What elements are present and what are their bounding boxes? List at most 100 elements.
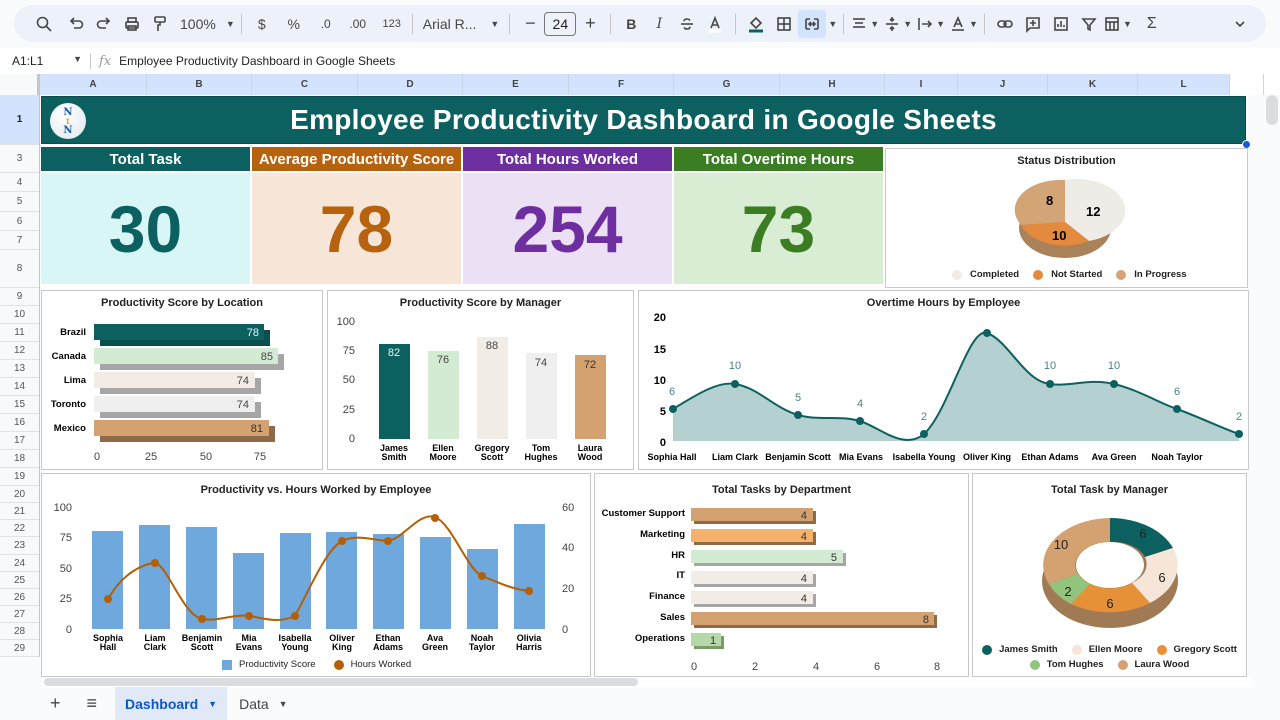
row-header[interactable]: 14 <box>0 378 39 396</box>
column-header[interactable]: I <box>885 74 958 95</box>
row-header[interactable]: 12 <box>0 342 39 360</box>
text-rotation-button[interactable]: ▼ <box>949 10 978 38</box>
zoom-select[interactable]: 100% ▼ <box>180 10 235 38</box>
chart-status-distribution[interactable]: Status Distribution 8 12 10 Completed No… <box>885 148 1248 288</box>
chart-tasks-by-manager[interactable]: Total Task by Manager 6 6 6 2 10 James Smith… <box>972 473 1247 677</box>
select-all-corner[interactable] <box>0 74 40 95</box>
column-header[interactable]: G <box>674 74 780 95</box>
row-header[interactable]: 29 <box>0 640 39 657</box>
insert-link-button[interactable] <box>991 10 1019 38</box>
row-header[interactable]: 20 <box>0 486 39 503</box>
column-header[interactable]: K <box>1048 74 1138 95</box>
redo-button[interactable] <box>90 10 118 38</box>
link-icon <box>997 19 1013 28</box>
row-header[interactable]: 17 <box>0 432 39 450</box>
row-header[interactable]: 16 <box>0 414 39 432</box>
sheet-grid[interactable]: N t N Employee Productivity Dashboard in… <box>40 95 1251 677</box>
text-wrapping-button[interactable]: ▼ <box>916 10 945 38</box>
filter-button[interactable] <box>1075 10 1103 38</box>
tab-data[interactable]: Data ▼ <box>227 687 300 720</box>
row-header[interactable]: 6 <box>0 212 39 231</box>
scrollbar-thumb[interactable] <box>44 678 638 686</box>
vertical-scrollbar[interactable] <box>1266 95 1278 125</box>
vertical-align-button[interactable]: ▼ <box>883 10 912 38</box>
paint-format-button[interactable] <box>146 10 174 38</box>
column-header[interactable]: F <box>569 74 674 95</box>
row-header[interactable]: 18 <box>0 450 39 468</box>
insert-comment-button[interactable] <box>1019 10 1047 38</box>
text-color-button[interactable] <box>701 10 729 38</box>
legend-label: Not Started <box>1051 269 1103 280</box>
row-header[interactable]: 4 <box>0 173 39 192</box>
strikethrough-button[interactable] <box>673 10 701 38</box>
row-header[interactable]: 9 <box>0 288 39 306</box>
row-header[interactable]: 28 <box>0 623 39 640</box>
all-sheets-button[interactable]: ≡ <box>86 693 98 713</box>
legend-label: Gregory Scott <box>1173 644 1237 655</box>
merge-cells-button[interactable] <box>798 9 827 38</box>
number-format-button[interactable]: 123 <box>382 17 401 30</box>
row-header[interactable]: 24 <box>0 555 39 572</box>
row-header[interactable]: 13 <box>0 360 39 378</box>
column-header[interactable]: E <box>463 74 569 95</box>
font-size-input[interactable]: 24 <box>544 11 577 36</box>
row-header[interactable]: 7 <box>0 231 39 250</box>
italic-button[interactable]: I <box>656 15 663 32</box>
chart-overtime-by-employee[interactable]: Overtime Hours by Employee 20 15 10 5 0 6 10 5… <box>638 290 1249 470</box>
horizontal-scrollbar[interactable] <box>42 677 1252 687</box>
functions-button[interactable]: Σ <box>1146 14 1157 32</box>
name-box[interactable]: A1:L1 ▼ <box>0 54 90 68</box>
merge-dropdown-icon[interactable]: ▼ <box>828 18 838 29</box>
column-header[interactable]: B <box>147 74 252 95</box>
increase-decimal-button[interactable]: .00 <box>344 10 372 38</box>
collapse-toolbar-button[interactable] <box>1226 10 1254 38</box>
chart-productivity-by-location[interactable]: Productivity Score by Location 78 85 74 … <box>41 290 323 470</box>
row-header[interactable]: 3 <box>0 145 39 173</box>
column-header[interactable]: H <box>780 74 885 95</box>
borders-button[interactable] <box>770 10 798 38</box>
row-header[interactable]: 19 <box>0 468 39 486</box>
chart-productivity-by-manager[interactable]: Productivity Score by Manager 100 75 50 25 0… <box>327 290 634 470</box>
decrease-decimal-button[interactable]: .0 <box>312 10 340 38</box>
row-header[interactable]: 5 <box>0 192 39 212</box>
svg-text:50: 50 <box>200 451 212 463</box>
row-header[interactable]: 15 <box>0 396 39 414</box>
currency-format-button[interactable]: $ <box>257 15 266 32</box>
dashboard-banner[interactable]: N t N Employee Productivity Dashboard in… <box>41 96 1246 144</box>
row-header[interactable]: 27 <box>0 606 39 623</box>
row-header[interactable]: 25 <box>0 572 39 589</box>
column-header[interactable]: C <box>252 74 358 95</box>
legend-dot-icon <box>1116 269 1127 280</box>
row-header[interactable]: 22 <box>0 520 39 537</box>
chart-tasks-by-department[interactable]: Total Tasks by Department Customer Suppo… <box>594 473 969 677</box>
row-header[interactable]: 26 <box>0 589 39 606</box>
increase-font-size-button[interactable]: + <box>585 13 596 33</box>
row-header[interactable]: 11 <box>0 324 39 342</box>
decrease-font-size-button[interactable]: − <box>525 13 536 33</box>
row-header[interactable]: 8 <box>0 250 39 288</box>
column-header[interactable]: A <box>40 74 147 95</box>
horizontal-align-button[interactable]: ▼ <box>850 10 879 38</box>
formula-input[interactable]: Employee Productivity Dashboard in Googl… <box>119 54 396 68</box>
column-header[interactable]: J <box>958 74 1048 95</box>
font-select[interactable]: Arial R... ▼ <box>419 10 504 38</box>
tab-dashboard[interactable]: Dashboard ▼ <box>115 687 228 720</box>
add-sheet-button[interactable]: + <box>50 693 61 713</box>
percent-format-button[interactable]: % <box>287 15 300 32</box>
undo-button[interactable] <box>62 10 90 38</box>
svg-text:25: 25 <box>145 451 157 463</box>
print-button[interactable] <box>118 10 146 38</box>
bold-button[interactable]: B <box>626 15 637 32</box>
insert-chart-button[interactable] <box>1047 10 1075 38</box>
row-header[interactable]: 23 <box>0 537 39 555</box>
filter-views-button[interactable]: ▼ <box>1103 10 1132 38</box>
svg-text:74: 74 <box>237 375 249 387</box>
row-header[interactable]: 21 <box>0 503 39 520</box>
column-header[interactable]: D <box>358 74 463 95</box>
row-header[interactable]: 1 <box>0 95 39 145</box>
column-header[interactable]: L <box>1138 74 1230 95</box>
chart-productivity-vs-hours[interactable]: Productivity vs. Hours Worked by Employe… <box>41 473 591 677</box>
fill-color-button[interactable] <box>742 10 770 38</box>
row-header[interactable]: 10 <box>0 306 39 324</box>
search-menu-button[interactable] <box>30 10 58 38</box>
